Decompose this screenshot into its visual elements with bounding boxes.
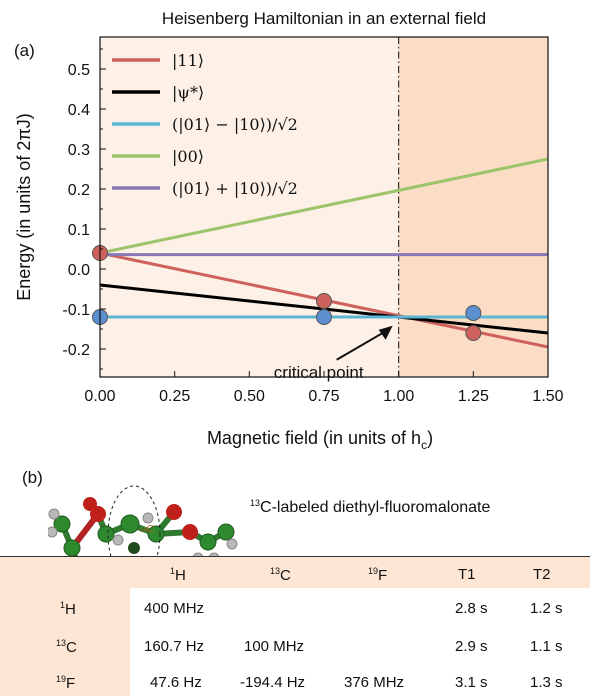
legend-label-0: |11⟩ <box>172 51 204 70</box>
table-cell: 376 MHz <box>344 674 405 691</box>
column-header-19f: 19F <box>368 566 388 584</box>
legend-label-1: |ψ*⟩ <box>172 83 204 102</box>
x-tick-label: 1.25 <box>458 388 489 405</box>
x-tick-label: 0.25 <box>159 388 190 405</box>
annotation-arrow-shaft <box>336 330 386 361</box>
chart-title: Heisenberg Hamiltonian in an external fi… <box>162 9 486 28</box>
annotation-arrow-head <box>378 325 393 340</box>
panel-a-label: (a) <box>14 41 35 60</box>
legend-label-4: (|01⟩ + |10⟩)/√2 <box>172 179 298 198</box>
row-header-13c: 13C <box>56 638 77 656</box>
series-line-3 <box>99 157 549 255</box>
molecule-caption: 13C-labeled diethyl-fluoromalonate <box>250 498 491 516</box>
row-header-1h: 1H <box>60 600 76 618</box>
table-cell: 1.3 s <box>530 674 563 691</box>
y-tick-label: 0.2 <box>68 182 90 199</box>
data-point-4 <box>316 309 332 325</box>
x-tick-label: 1.50 <box>532 388 563 405</box>
column-header-1h: 1H <box>170 566 186 584</box>
energy-chart: 0.00 0.25 0.50 0.75 1.00 1.25 1.50 0.5 0.4 0.3 0.2… <box>14 9 564 452</box>
column-header-t1: T1 <box>458 566 476 583</box>
y-tick-label: 0.1 <box>68 222 90 239</box>
table-row-header-background <box>0 588 130 696</box>
x-tick-label: 1.00 <box>383 388 414 405</box>
y-tick-label: 0.5 <box>68 62 90 79</box>
column-header-13c: 13C <box>270 566 291 584</box>
y-tick-label: 0.3 <box>68 142 90 159</box>
table-cell: 100 MHz <box>244 638 305 655</box>
atom-label-h: 1H <box>128 484 139 485</box>
x-tick-label: 0.75 <box>308 388 339 405</box>
y-axis-label: Energy (in units of 2πJ) <box>14 113 34 301</box>
y-tick-label: -0.1 <box>62 302 90 319</box>
table-cell: 3.1 s <box>455 674 488 691</box>
critical-point-label: critical point <box>274 363 364 382</box>
table-top-rule <box>0 556 590 557</box>
table-header-background <box>0 557 590 588</box>
table-cell: 400 MHz <box>144 600 205 617</box>
data-point-5 <box>465 305 482 321</box>
y-tick-label: 0.4 <box>68 102 90 119</box>
x-tick-label: 0.50 <box>234 388 265 405</box>
y-tick-label: 0.0 <box>68 262 90 279</box>
data-point-2 <box>465 325 482 341</box>
row-header-19f: 19F <box>56 674 76 692</box>
table-cell: -194.4 Hz <box>240 674 306 691</box>
table-cell: 1.2 s <box>530 600 563 617</box>
atom-label-c: 13C <box>140 524 154 535</box>
y-tick-label: -0.2 <box>62 342 90 359</box>
table-cell: 160.7 Hz <box>144 638 205 655</box>
table-cell: 1.1 s <box>530 638 563 655</box>
legend-label-2: (|01⟩ − |10⟩)/√2 <box>172 115 298 134</box>
region-below-critical <box>100 37 399 377</box>
legend-label-3: |00⟩ <box>172 147 204 166</box>
table-cell: 47.6 Hz <box>150 674 202 691</box>
molecule-image: 1H 13C 19F <box>48 484 238 594</box>
x-axis-label: Magnetic field (in units of hc) <box>207 428 433 452</box>
data-point-1 <box>316 293 332 309</box>
table-cell: 2.8 s <box>455 600 488 617</box>
x-tick-label: 0.00 <box>84 388 115 405</box>
column-header-t2: T2 <box>533 566 551 583</box>
panel-b-label: (b) <box>22 468 43 487</box>
table-cell: 2.9 s <box>455 638 488 655</box>
